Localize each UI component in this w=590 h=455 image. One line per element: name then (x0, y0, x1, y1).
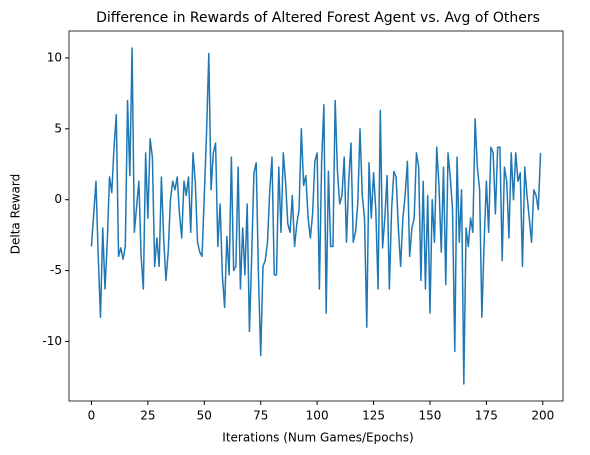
x-tick-label: 125 (362, 409, 385, 423)
y-tick-label: 10 (47, 50, 62, 64)
y-tick-label: -10 (42, 334, 62, 348)
x-tick-label: 0 (88, 409, 96, 423)
y-tick-label: 5 (54, 121, 62, 135)
x-tick-label: 175 (475, 409, 498, 423)
x-tick-label: 25 (140, 409, 155, 423)
chart-title: Difference in Rewards of Altered Forest … (96, 10, 540, 26)
x-tick-label: 50 (197, 409, 212, 423)
x-axis-label: Iterations (Num Games/Epochs) (222, 431, 413, 445)
x-tick-label: 100 (306, 409, 329, 423)
y-axis-label: Delta Reward (9, 174, 23, 255)
y-tick-label: 0 (54, 192, 62, 206)
data-line (90, 47, 542, 385)
x-tick-label: 200 (531, 409, 554, 423)
x-tick-label: 75 (253, 409, 268, 423)
y-tick-label: -5 (50, 263, 62, 277)
plot-frame (68, 30, 564, 402)
x-tick-label: 150 (419, 409, 442, 423)
